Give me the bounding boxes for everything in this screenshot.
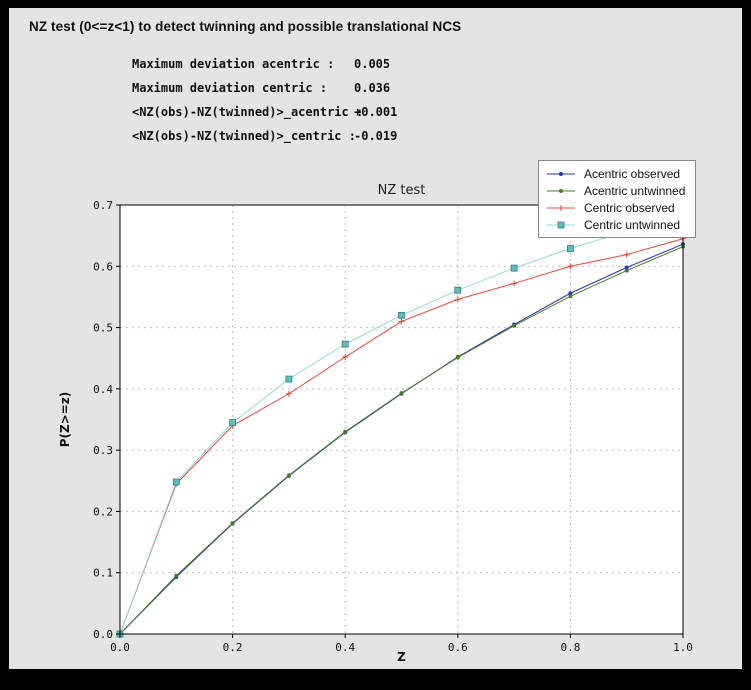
svg-text:0.6: 0.6	[93, 260, 113, 273]
legend-label: Centric observed	[584, 200, 675, 215]
chart-legend: Acentric observed Acentric untwinned Centr…	[538, 160, 697, 238]
nz-test-plot: 0.0 0.2 0.4 0.6 0.8 1.0 0.0 0.1 0.2 0.3 0.4 0.5 0.6 0…	[58, 183, 693, 664]
stat-value: 0.036	[354, 81, 391, 95]
svg-text:0.1: 0.1	[93, 567, 113, 580]
y-axis-label: P(Z>=z)	[58, 392, 72, 448]
legend-sample-dot-icon	[547, 171, 575, 176]
svg-text:0.3: 0.3	[93, 444, 113, 457]
page-title: NZ test (0<=z<1) to detect twinning and …	[29, 19, 462, 34]
svg-text:0.2: 0.2	[223, 641, 243, 654]
stat-row: <NZ(obs)-NZ(twinned)>_centric : -0.019	[132, 124, 397, 148]
svg-text:0.4: 0.4	[93, 383, 113, 396]
svg-text:0.8: 0.8	[560, 641, 580, 654]
x-axis-label: Z	[397, 650, 406, 664]
svg-text:1.0: 1.0	[673, 641, 693, 654]
svg-text:0.7: 0.7	[93, 199, 113, 212]
stat-value: 0.005	[354, 57, 391, 71]
legend-item: Centric untwinned	[545, 216, 685, 233]
legend-sample-square-icon	[547, 221, 575, 228]
svg-text:0.0: 0.0	[93, 628, 113, 641]
svg-text:0.6: 0.6	[448, 641, 468, 654]
stat-value: -0.019	[354, 129, 398, 143]
window-panel: NZ test (0<=z<1) to detect twinning and …	[9, 8, 742, 669]
legend-item: Acentric untwinned	[545, 182, 685, 199]
svg-text:0.4: 0.4	[335, 641, 355, 654]
stat-value: +0.001	[354, 105, 398, 119]
legend-item: Centric observed	[545, 199, 685, 216]
svg-text:0.0: 0.0	[110, 641, 130, 654]
legend-sample-dot-icon	[547, 188, 575, 193]
svg-text:0.5: 0.5	[93, 322, 113, 335]
legend-item: Acentric observed	[545, 165, 685, 182]
stat-row: Maximum deviation acentric : 0.005	[132, 52, 397, 76]
legend-label: Centric untwinned	[584, 217, 681, 232]
stat-row: <NZ(obs)-NZ(twinned)>_acentric : +0.001	[132, 100, 397, 124]
svg-text:0.2: 0.2	[93, 505, 113, 518]
stat-label: Maximum deviation centric :	[132, 81, 328, 95]
stat-label: <NZ(obs)-NZ(twinned)>_acentric :	[132, 105, 364, 119]
stat-label: Maximum deviation acentric :	[132, 57, 335, 71]
legend-label: Acentric untwinned	[584, 183, 686, 198]
stat-row: Maximum deviation centric : 0.036	[132, 76, 397, 100]
chart-title: NZ test	[378, 183, 426, 198]
stat-label: <NZ(obs)-NZ(twinned)>_centric :	[132, 129, 356, 143]
legend-label: Acentric observed	[584, 166, 681, 181]
legend-sample-plus-icon	[547, 204, 575, 211]
stats-block: Maximum deviation acentric : 0.005 Maxim…	[132, 52, 397, 148]
